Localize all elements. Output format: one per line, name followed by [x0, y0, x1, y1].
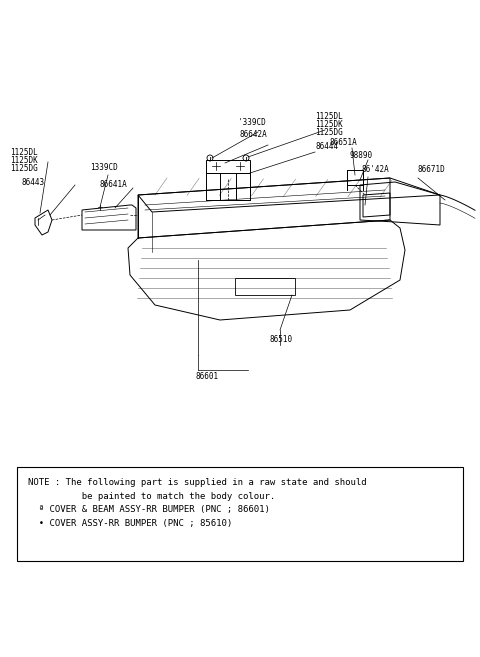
- Text: 86641A: 86641A: [100, 180, 128, 189]
- Text: '339CD: '339CD: [238, 118, 266, 127]
- Text: 1125DK: 1125DK: [10, 156, 38, 165]
- Text: 86671D: 86671D: [418, 165, 446, 174]
- Text: 98890: 98890: [350, 151, 373, 160]
- Text: 1125DG: 1125DG: [315, 128, 343, 137]
- Text: 1125DK: 1125DK: [315, 120, 343, 129]
- Text: 86601: 86601: [195, 372, 218, 381]
- Text: 86443: 86443: [22, 178, 45, 187]
- Text: 1125DL: 1125DL: [10, 148, 38, 157]
- Text: 86642A: 86642A: [240, 130, 268, 139]
- Text: 86444: 86444: [315, 142, 338, 151]
- FancyBboxPatch shape: [17, 467, 463, 561]
- Text: 86651A: 86651A: [330, 138, 358, 147]
- Text: 1125DG: 1125DG: [10, 164, 38, 173]
- Text: 1339CD: 1339CD: [90, 163, 118, 172]
- Text: 1125DL: 1125DL: [315, 112, 343, 121]
- Text: 86510: 86510: [270, 335, 293, 344]
- Text: NOTE : The following part is supplied in a raw state and should
          be pai: NOTE : The following part is supplied in…: [28, 478, 367, 528]
- Text: 86'42A: 86'42A: [362, 165, 390, 174]
